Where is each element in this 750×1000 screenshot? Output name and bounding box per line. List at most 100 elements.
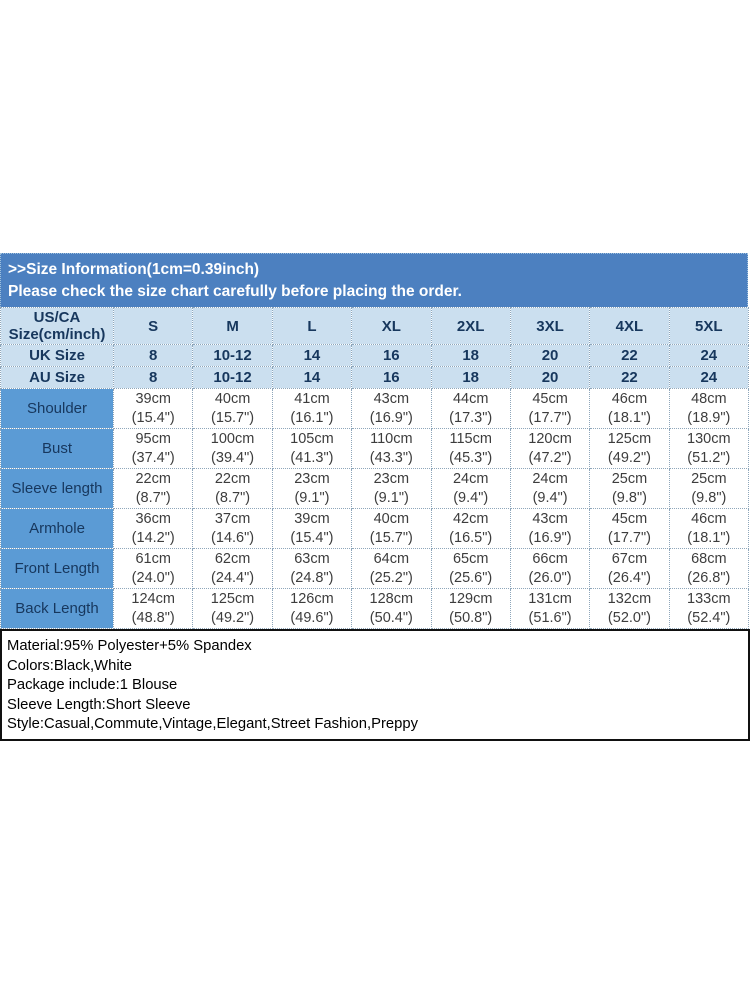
measurement-inch-value: (52.0") — [607, 609, 651, 626]
region-size-value: 22 — [589, 366, 670, 389]
measurement-cm-value: 23cm — [373, 470, 410, 487]
measurement-cm-value: 61cm — [135, 550, 171, 567]
size-column-header: 5XL — [668, 307, 750, 345]
measurement-cm-value: 120cm — [528, 430, 572, 447]
measurement-cm-value: 43cm — [532, 510, 568, 527]
region-size-value: 14 — [271, 344, 353, 367]
measurement-value-cell: 40cm (15.7") — [351, 508, 432, 549]
size-column-header: 2XL — [430, 307, 511, 345]
detail-line: Colors:Black,White — [7, 657, 132, 674]
measurement-value-cell: 42cm (16.5") — [430, 508, 511, 549]
measurement-value-cell: 23cm (9.1") — [351, 468, 432, 509]
corner-header: US/CA Size(cm/inch) — [0, 307, 114, 345]
measurement-cm-value: 39cm — [135, 390, 171, 407]
size-table-body: US/CA Size(cm/inch) S M L XL 2XL 3XL 4XL 5XL UK Si… — [0, 307, 750, 629]
banner-subtitle: Please check the size chart carefully be… — [8, 283, 462, 300]
region-size-value: 18 — [430, 366, 511, 389]
measurement-cm-value: 64cm — [373, 550, 410, 567]
measurement-row-label: Armhole — [0, 508, 114, 549]
region-size-value: 10-12 — [192, 344, 273, 367]
measurement-cm-value: 22cm — [214, 470, 251, 487]
measurement-cm-value: 125cm — [607, 430, 652, 447]
corner-header-line1: US/CA — [33, 309, 81, 326]
product-details-box: Material:95% Polyester+5% Spandex Colors:… — [0, 629, 750, 741]
measurement-value-cell: 48cm (18.9") — [668, 388, 750, 429]
measurement-value-cell: 39cm (15.4") — [112, 388, 194, 429]
measurement-value-cell: 124cm (48.8") — [112, 588, 194, 629]
measurement-cm-value: 63cm — [294, 550, 330, 567]
corner-header-line2: Size(cm/inch) — [8, 326, 106, 343]
measurement-cm-value: 62cm — [214, 550, 251, 567]
measurement-inch-value: (47.2") — [528, 449, 572, 466]
measurement-row: Back Length 124cm (48.8") 125cm (49.2") 126cm… — [0, 588, 750, 629]
size-column-header: 3XL — [509, 307, 591, 345]
measurement-inch-value: (8.7") — [135, 489, 171, 506]
measurement-value-cell: 44cm (17.3") — [430, 388, 511, 429]
region-size-value: 8 — [112, 366, 194, 389]
size-info-banner: >>Size Information(1cm=0.39inch) Please … — [0, 253, 748, 307]
measurement-cm-value: 43cm — [373, 390, 410, 407]
size-column-header: S — [112, 307, 194, 345]
measurement-value-cell: 64cm (25.2") — [351, 548, 432, 589]
size-chart-content: >>Size Information(1cm=0.39inch) Please … — [0, 253, 750, 741]
measurement-cm-value: 65cm — [452, 550, 489, 567]
measurement-cm-value: 130cm — [687, 430, 731, 447]
measurement-row-label: Bust — [0, 428, 114, 469]
measurement-cm-value: 25cm — [611, 470, 648, 487]
measurement-value-cell: 67cm (26.4") — [589, 548, 670, 589]
measurement-value-cell: 120cm (47.2") — [509, 428, 591, 469]
measurement-cm-value: 45cm — [611, 510, 648, 527]
region-size-value: 24 — [668, 344, 750, 367]
region-size-value: 22 — [589, 344, 670, 367]
measurement-value-cell: 40cm (15.7") — [192, 388, 273, 429]
measurement-inch-value: (51.6") — [528, 609, 572, 626]
measurement-cm-value: 39cm — [294, 510, 330, 527]
measurement-value-cell: 24cm (9.4") — [430, 468, 511, 509]
measurement-row: Front Length 61cm (24.0") 62cm (24.4") 63cm (2… — [0, 548, 750, 589]
region-size-value: 24 — [668, 366, 750, 389]
measurement-cm-value: 131cm — [528, 590, 572, 607]
measurement-value-cell: 130cm (51.2") — [668, 428, 750, 469]
measurement-inch-value: (18.1") — [687, 529, 731, 546]
measurement-value-cell: 115cm (45.3") — [430, 428, 511, 469]
measurement-value-cell: 129cm (50.8") — [430, 588, 511, 629]
measurement-value-cell: 110cm (43.3") — [351, 428, 432, 469]
measurement-value-cell: 43cm (16.9") — [351, 388, 432, 429]
measurement-cm-value: 45cm — [532, 390, 568, 407]
measurement-value-cell: 128cm (50.4") — [351, 588, 432, 629]
region-row-label: AU Size — [0, 366, 114, 389]
measurement-inch-value: (39.4") — [211, 449, 255, 466]
measurement-inch-value: (49.6") — [290, 609, 334, 626]
measurement-value-cell: 126cm (49.6") — [271, 588, 353, 629]
measurement-value-cell: 46cm (18.1") — [668, 508, 750, 549]
measurement-cm-value: 44cm — [452, 390, 489, 407]
measurement-inch-value: (9.1") — [373, 489, 409, 506]
measurement-row-label: Shoulder — [0, 388, 114, 429]
measurement-value-cell: 68cm (26.8") — [668, 548, 750, 589]
measurement-value-cell: 62cm (24.4") — [192, 548, 273, 589]
detail-line: Material:95% Polyester+5% Spandex — [7, 638, 252, 654]
measurement-cm-value: 42cm — [452, 510, 489, 527]
measurement-cm-value: 132cm — [607, 590, 652, 607]
measurement-cm-value: 23cm — [294, 470, 330, 487]
region-size-row: AU Size 8 10-12 14 16 18 20 22 24 — [0, 366, 750, 389]
measurement-value-cell: 43cm (16.9") — [509, 508, 591, 549]
measurement-cm-value: 100cm — [210, 430, 255, 447]
measurement-cm-value: 125cm — [210, 590, 255, 607]
measurement-value-cell: 22cm (8.7") — [112, 468, 194, 509]
measurement-value-cell: 23cm (9.1") — [271, 468, 353, 509]
size-header-row: US/CA Size(cm/inch) S M L XL 2XL 3XL 4XL 5XL — [0, 307, 750, 345]
measurement-cm-value: 128cm — [369, 590, 414, 607]
measurement-cm-value: 105cm — [290, 430, 334, 447]
measurement-cm-value: 133cm — [687, 590, 731, 607]
measurement-inch-value: (24.8") — [290, 569, 334, 586]
measurement-value-cell: 125cm (49.2") — [589, 428, 670, 469]
measurement-inch-value: (45.3") — [449, 449, 493, 466]
measurement-inch-value: (24.4") — [211, 569, 255, 586]
measurement-value-cell: 125cm (49.2") — [192, 588, 273, 629]
region-size-value: 14 — [271, 366, 353, 389]
measurement-inch-value: (25.6") — [449, 569, 493, 586]
measurement-cm-value: 40cm — [373, 510, 410, 527]
size-column-header: XL — [351, 307, 432, 345]
measurement-cm-value: 22cm — [135, 470, 171, 487]
